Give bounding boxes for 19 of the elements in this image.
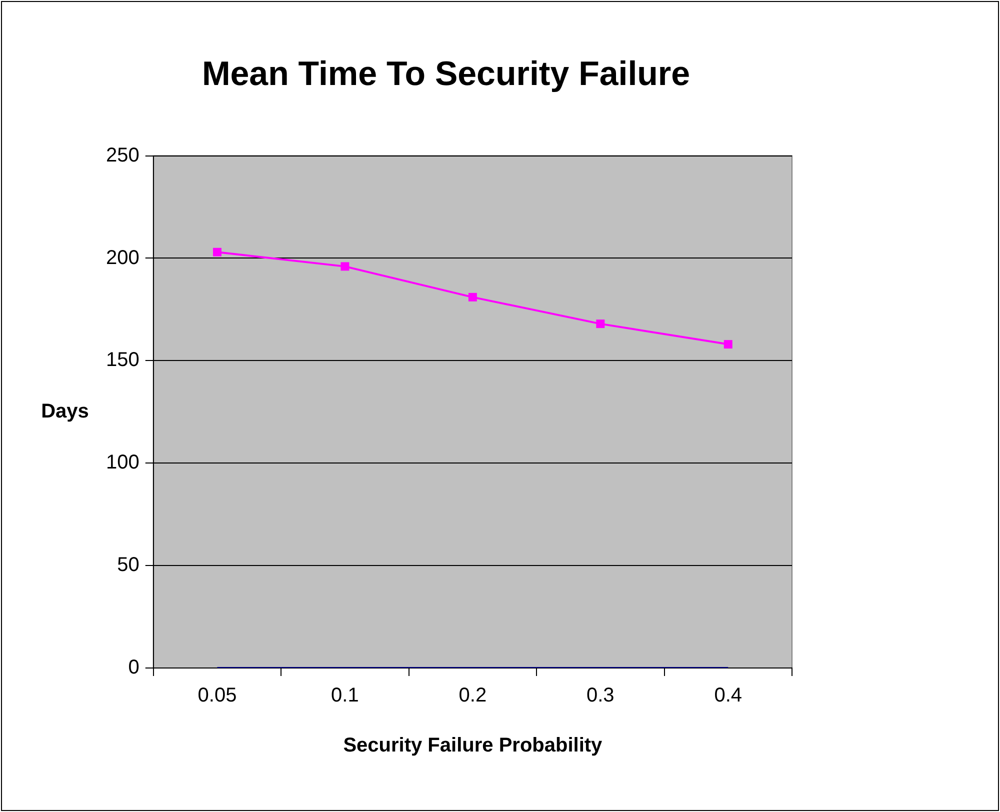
y-axis-title: Days xyxy=(41,400,89,422)
point xyxy=(724,340,732,349)
x-tick-label: 0.1 xyxy=(331,684,359,707)
y-tick-label: 200 xyxy=(106,246,140,269)
x-tick-label: 0.3 xyxy=(586,684,614,707)
x-tick-label: 0.05 xyxy=(198,684,237,707)
point xyxy=(596,320,605,328)
y-tick-label: 250 xyxy=(106,144,140,166)
x-tick-label: 0.2 xyxy=(458,684,487,707)
point xyxy=(212,248,222,256)
y-tick-label: 0 xyxy=(128,656,140,679)
point xyxy=(468,292,477,302)
y-tick-label: 50 xyxy=(117,554,140,576)
chart-title: Mean Time To Security Failure xyxy=(202,54,690,93)
x-tick-label: 0.4 xyxy=(714,684,742,707)
y-tick-label: 100 xyxy=(106,452,140,474)
x-axis-title: Security Failure Probability xyxy=(343,734,604,757)
point xyxy=(340,262,350,271)
y-tick-label: 150 xyxy=(106,349,140,372)
